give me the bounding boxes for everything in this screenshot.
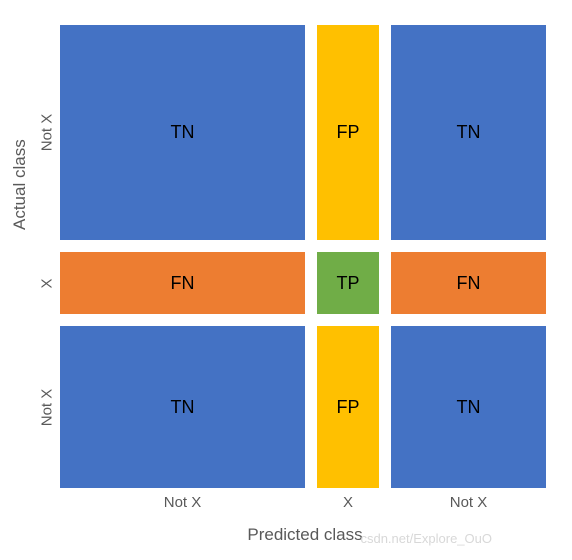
cell-fp: FP (317, 25, 379, 240)
col-label: Not X (391, 494, 546, 511)
col-labels: Not X X Not X (60, 494, 550, 511)
cell-tn: TN (60, 25, 305, 240)
cell-fn: FN (60, 252, 305, 314)
matrix-grid: TN FP TN FN TP FN TN FP TN (60, 25, 550, 488)
matrix-row: TN FP TN (60, 25, 550, 240)
confusion-matrix: TN FP TN FN TP FN TN FP TN Not X X Not X… (60, 25, 550, 545)
cell-tn: TN (391, 326, 546, 488)
col-label: Not X (60, 494, 305, 511)
row-labels: Not X X Not X (28, 25, 52, 488)
col-label: X (317, 494, 379, 511)
matrix-row: TN FP TN (60, 326, 550, 488)
y-axis-title: Actual class (10, 139, 30, 230)
cell-tp: TP (317, 252, 379, 314)
cell-fp: FP (317, 326, 379, 488)
cell-tn: TN (391, 25, 546, 240)
cell-tn: TN (60, 326, 305, 488)
watermark: csdn.net/Explore_OuO (360, 531, 492, 546)
matrix-row: FN TP FN (60, 252, 550, 314)
cell-fn: FN (391, 252, 546, 314)
